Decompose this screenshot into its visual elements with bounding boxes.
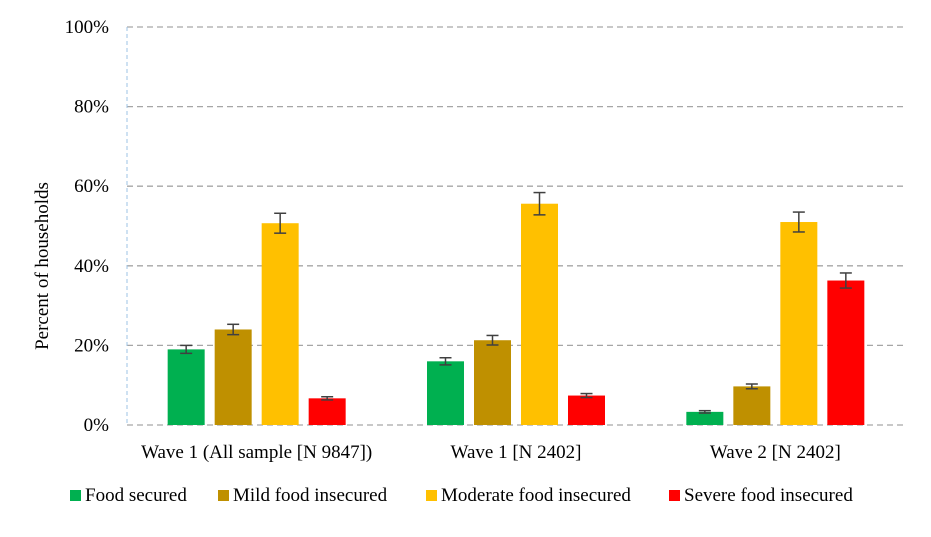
y-tick-label: 60% xyxy=(74,176,109,197)
error-bar xyxy=(486,334,499,346)
legend-item: Severe food insecured xyxy=(669,485,853,506)
x-category-labels: Wave 1 (All sample [N 9847]) Wave 1 [N 24… xyxy=(141,442,841,463)
axes xyxy=(126,27,905,426)
legend-label: Severe food insecured xyxy=(684,485,853,506)
bar xyxy=(686,411,724,425)
legend: Food secured Mild food insecured Moderate … xyxy=(70,485,853,506)
x-category-label: Wave 1 [N 2402] xyxy=(451,442,582,463)
legend-label: Mild food insecured xyxy=(233,485,388,506)
y-tick-label: 40% xyxy=(74,256,109,277)
bar xyxy=(733,386,771,425)
y-tick-label: 20% xyxy=(74,335,109,356)
y-axis-title: Percent of households xyxy=(32,182,53,350)
bar xyxy=(568,395,605,425)
error-bar xyxy=(745,383,758,390)
error-bar xyxy=(321,395,334,401)
error-bar xyxy=(580,392,593,399)
error-bar xyxy=(698,409,711,414)
legend-item: Moderate food insecured xyxy=(426,485,631,506)
legend-item: Food secured xyxy=(70,485,187,506)
bar xyxy=(261,223,299,425)
error-bar xyxy=(274,212,287,234)
error-bar xyxy=(439,356,452,366)
bars xyxy=(167,203,865,425)
legend-swatch xyxy=(669,490,680,501)
error-bars xyxy=(180,191,852,414)
error-bar xyxy=(180,344,193,355)
bar xyxy=(521,203,558,425)
bar xyxy=(167,349,205,425)
x-category-label: Wave 2 [N 2402] xyxy=(710,442,841,463)
bar xyxy=(308,398,346,425)
legend-label: Food secured xyxy=(85,485,187,506)
legend-swatch xyxy=(426,490,437,501)
error-bar xyxy=(533,191,546,216)
error-bar xyxy=(792,211,805,233)
bar xyxy=(474,340,511,425)
bar xyxy=(780,222,818,425)
error-bar xyxy=(839,272,852,289)
legend-item: Mild food insecured xyxy=(218,485,388,506)
legend-swatch xyxy=(218,490,229,501)
y-tick-label: 100% xyxy=(65,17,110,38)
bar xyxy=(214,329,252,425)
legend-swatch xyxy=(70,490,81,501)
error-bar xyxy=(227,323,240,336)
y-tick-label: 80% xyxy=(74,97,109,118)
legend-label: Moderate food insecured xyxy=(441,485,631,506)
bar xyxy=(827,280,865,425)
x-category-label: Wave 1 (All sample [N 9847]) xyxy=(141,442,372,463)
y-tick-labels: 0% 20% 40% 60% 80% 100% xyxy=(65,17,110,436)
y-tick-label: 0% xyxy=(84,415,110,436)
bar xyxy=(427,361,464,425)
